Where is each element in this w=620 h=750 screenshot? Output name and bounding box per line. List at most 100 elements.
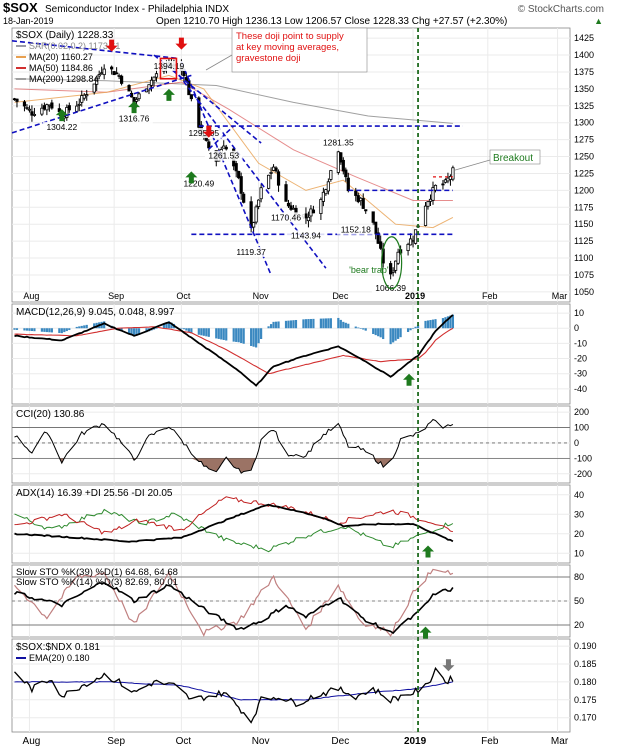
macd-histogram-bar	[312, 318, 315, 329]
macd-histogram-bar	[242, 328, 245, 344]
price-ytick: 1275	[574, 135, 594, 145]
macd-histogram-bar	[103, 321, 106, 329]
macd-histogram-bar	[48, 328, 51, 333]
adx-ytick: 40	[574, 490, 584, 500]
month-label: Aug	[23, 291, 39, 301]
macd-histogram-bar	[374, 328, 377, 336]
macd-histogram-bar	[309, 318, 313, 329]
price-bar-body	[137, 93, 141, 100]
price-bar-body	[326, 181, 330, 192]
macd-histogram-bar	[377, 328, 380, 337]
doji-highlight-box	[159, 57, 178, 80]
sto-title-2: Slow STO %K(14) %D(3) 82.69, 80.01	[16, 577, 178, 588]
month-label: Mar	[552, 291, 568, 301]
macd-histogram-bar	[252, 328, 255, 347]
bear-trap-ellipse	[381, 236, 403, 290]
macd-histogram-bar	[267, 326, 270, 329]
adx-ytick: 20	[574, 529, 584, 539]
price-label: 1170.46	[271, 212, 301, 222]
price-label: 1152.18	[341, 225, 371, 235]
price-bar-body	[361, 198, 365, 209]
sto-pane: 20 50 80 Slow STO %K(39) %D(1) 64.68, 64.68…	[11, 564, 584, 638]
price-title: $SOX (Daily) 1228.33	[16, 30, 114, 41]
arrow-up-icon	[162, 88, 175, 101]
macd-histogram-bar	[327, 318, 330, 329]
macd-histogram-bar	[80, 325, 83, 329]
price-bar-body	[47, 104, 51, 107]
price-bar-body	[249, 201, 253, 228]
price-bar-body	[346, 177, 350, 192]
price-bar-body	[341, 159, 345, 172]
adx-frame	[11, 484, 571, 564]
price-bar-body	[15, 98, 19, 102]
month-label: Sep	[108, 291, 124, 301]
macd-histogram-bar	[342, 321, 345, 329]
price-label: 1394.19	[154, 61, 185, 71]
macd-histogram-bar	[15, 328, 19, 330]
macd-histogram-bar	[429, 320, 432, 329]
macd-histogram-bar	[255, 328, 258, 348]
macd-histogram-bar	[451, 314, 455, 329]
price-bar-body	[27, 108, 32, 111]
breakout-label: Breakout	[493, 153, 533, 164]
price-bar-body	[269, 172, 273, 174]
month-label-bottom: Aug	[23, 736, 41, 747]
price-bar-body	[127, 84, 131, 92]
price-label-bg	[204, 150, 243, 161]
macd-histogram-bar	[446, 316, 450, 329]
macd-histogram-bar	[93, 323, 96, 329]
price-bar-body	[428, 198, 433, 202]
price-bar-body	[354, 190, 358, 196]
macd-histogram-bar	[25, 328, 29, 331]
macd-histogram-bar	[182, 328, 185, 330]
price-bar-body	[32, 113, 37, 116]
price-bar-body	[311, 209, 316, 214]
macd-histogram-bar	[319, 318, 322, 329]
macd-histogram-bar	[120, 328, 123, 331]
breakout-box	[489, 149, 541, 165]
macd-title: MACD(12,26,9) 9.045, 0.048, 8.997	[16, 307, 175, 318]
macd-histogram-bar	[137, 328, 141, 335]
month-label-bottom: Sep	[107, 736, 125, 747]
price-bar-body	[237, 170, 241, 179]
price-bar-body	[120, 75, 124, 84]
price-bar-body	[408, 238, 413, 246]
macd-histogram-bar	[23, 328, 26, 331]
macd-histogram-bar	[284, 320, 288, 329]
price-bar-body	[154, 73, 159, 78]
cci-ytick: -100	[574, 453, 592, 463]
price-label: 1119.37	[236, 247, 266, 257]
arrow-down-icon	[175, 37, 188, 50]
macd-histogram-bar	[40, 328, 43, 332]
macd-histogram-bar	[399, 328, 402, 338]
price-bar-body	[433, 184, 438, 191]
price-bar-body	[426, 201, 430, 207]
arrow-down-icon	[105, 39, 118, 52]
price-ytick: 1250	[574, 152, 594, 162]
price-label: 1281.35	[323, 137, 354, 147]
legend-entry: MA(50) 1184.86	[29, 63, 93, 73]
price-bar-body	[396, 251, 400, 264]
plus-di-line	[14, 508, 454, 553]
price-label-bg	[371, 282, 410, 293]
price-ytick: 1200	[574, 185, 594, 195]
macd-histogram-bar	[65, 328, 68, 332]
symbol: $SOX	[3, 0, 38, 15]
macd-histogram-bar	[215, 328, 218, 339]
price-label-bg	[185, 128, 223, 139]
macd-histogram-bar	[78, 326, 81, 329]
price-bar-body	[152, 76, 156, 82]
copyright: © StockCharts.com	[518, 4, 604, 15]
ratio-ytick: 0.190	[574, 641, 597, 651]
macd-histogram-bar	[43, 328, 46, 332]
macd-histogram-bar	[165, 322, 168, 329]
macd-histogram-bar	[217, 328, 220, 339]
price-label: 1316.76	[119, 113, 150, 123]
arrow-up-icon	[185, 171, 198, 184]
price-bar-body	[117, 75, 121, 77]
price-bar-body	[12, 98, 17, 101]
price-label: 1220.49	[183, 179, 214, 189]
cci-frame	[11, 405, 571, 484]
macd-histogram-bar	[50, 328, 53, 333]
